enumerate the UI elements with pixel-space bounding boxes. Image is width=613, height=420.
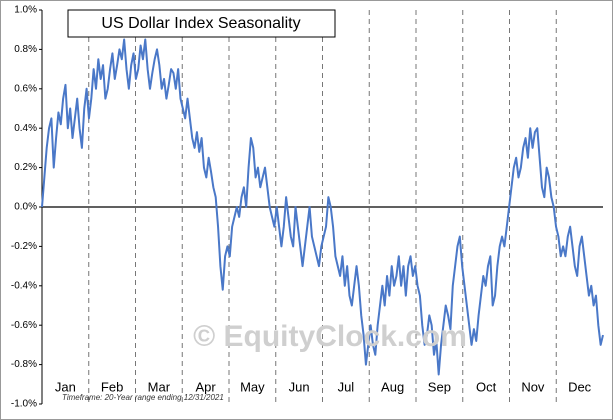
y-tick-label: 0.0% — [14, 202, 37, 213]
y-tick-label: -0.4% — [11, 280, 37, 291]
x-tick-label: Jan — [55, 379, 76, 394]
x-tick-label: Sep — [428, 379, 451, 394]
x-tick-label: Jun — [289, 379, 310, 394]
x-tick-label: Feb — [101, 379, 123, 394]
plot-area: Jan Feb Mar Apr May Jun Jul Aug Sep Oct Nov Dec -1.0… — [11, 5, 604, 410]
chart-title: US Dollar Index Seasonality — [101, 15, 300, 32]
y-tick-label: 0.2% — [14, 162, 37, 173]
y-tick-label: 1.0% — [14, 5, 37, 16]
y-tick-label: 0.6% — [14, 83, 37, 94]
series-line — [41, 38, 604, 376]
x-tick-label: Jul — [338, 379, 355, 394]
y-tick-label: -1.0% — [11, 399, 37, 410]
x-tick-label: Mar — [148, 379, 171, 394]
watermark: © EquityClock.com — [193, 320, 467, 353]
x-tick-label: Aug — [381, 379, 404, 394]
x-tick-label: May — [240, 379, 265, 394]
y-tick-label: 0.8% — [14, 44, 37, 55]
footnote: Timeframe: 20-Year range ending 12/31/20… — [62, 393, 224, 402]
y-tick-label: -0.8% — [11, 359, 37, 370]
x-tick-label: Apr — [196, 379, 217, 394]
y-tick-label: -0.6% — [11, 320, 37, 331]
y-tick-label: -0.2% — [11, 241, 37, 252]
x-tick-label: Nov — [521, 379, 545, 394]
x-tick-label: Dec — [568, 379, 592, 394]
y-tick-label: 0.4% — [14, 123, 37, 134]
x-tick-label: Oct — [476, 379, 497, 394]
title-box — [67, 9, 336, 38]
